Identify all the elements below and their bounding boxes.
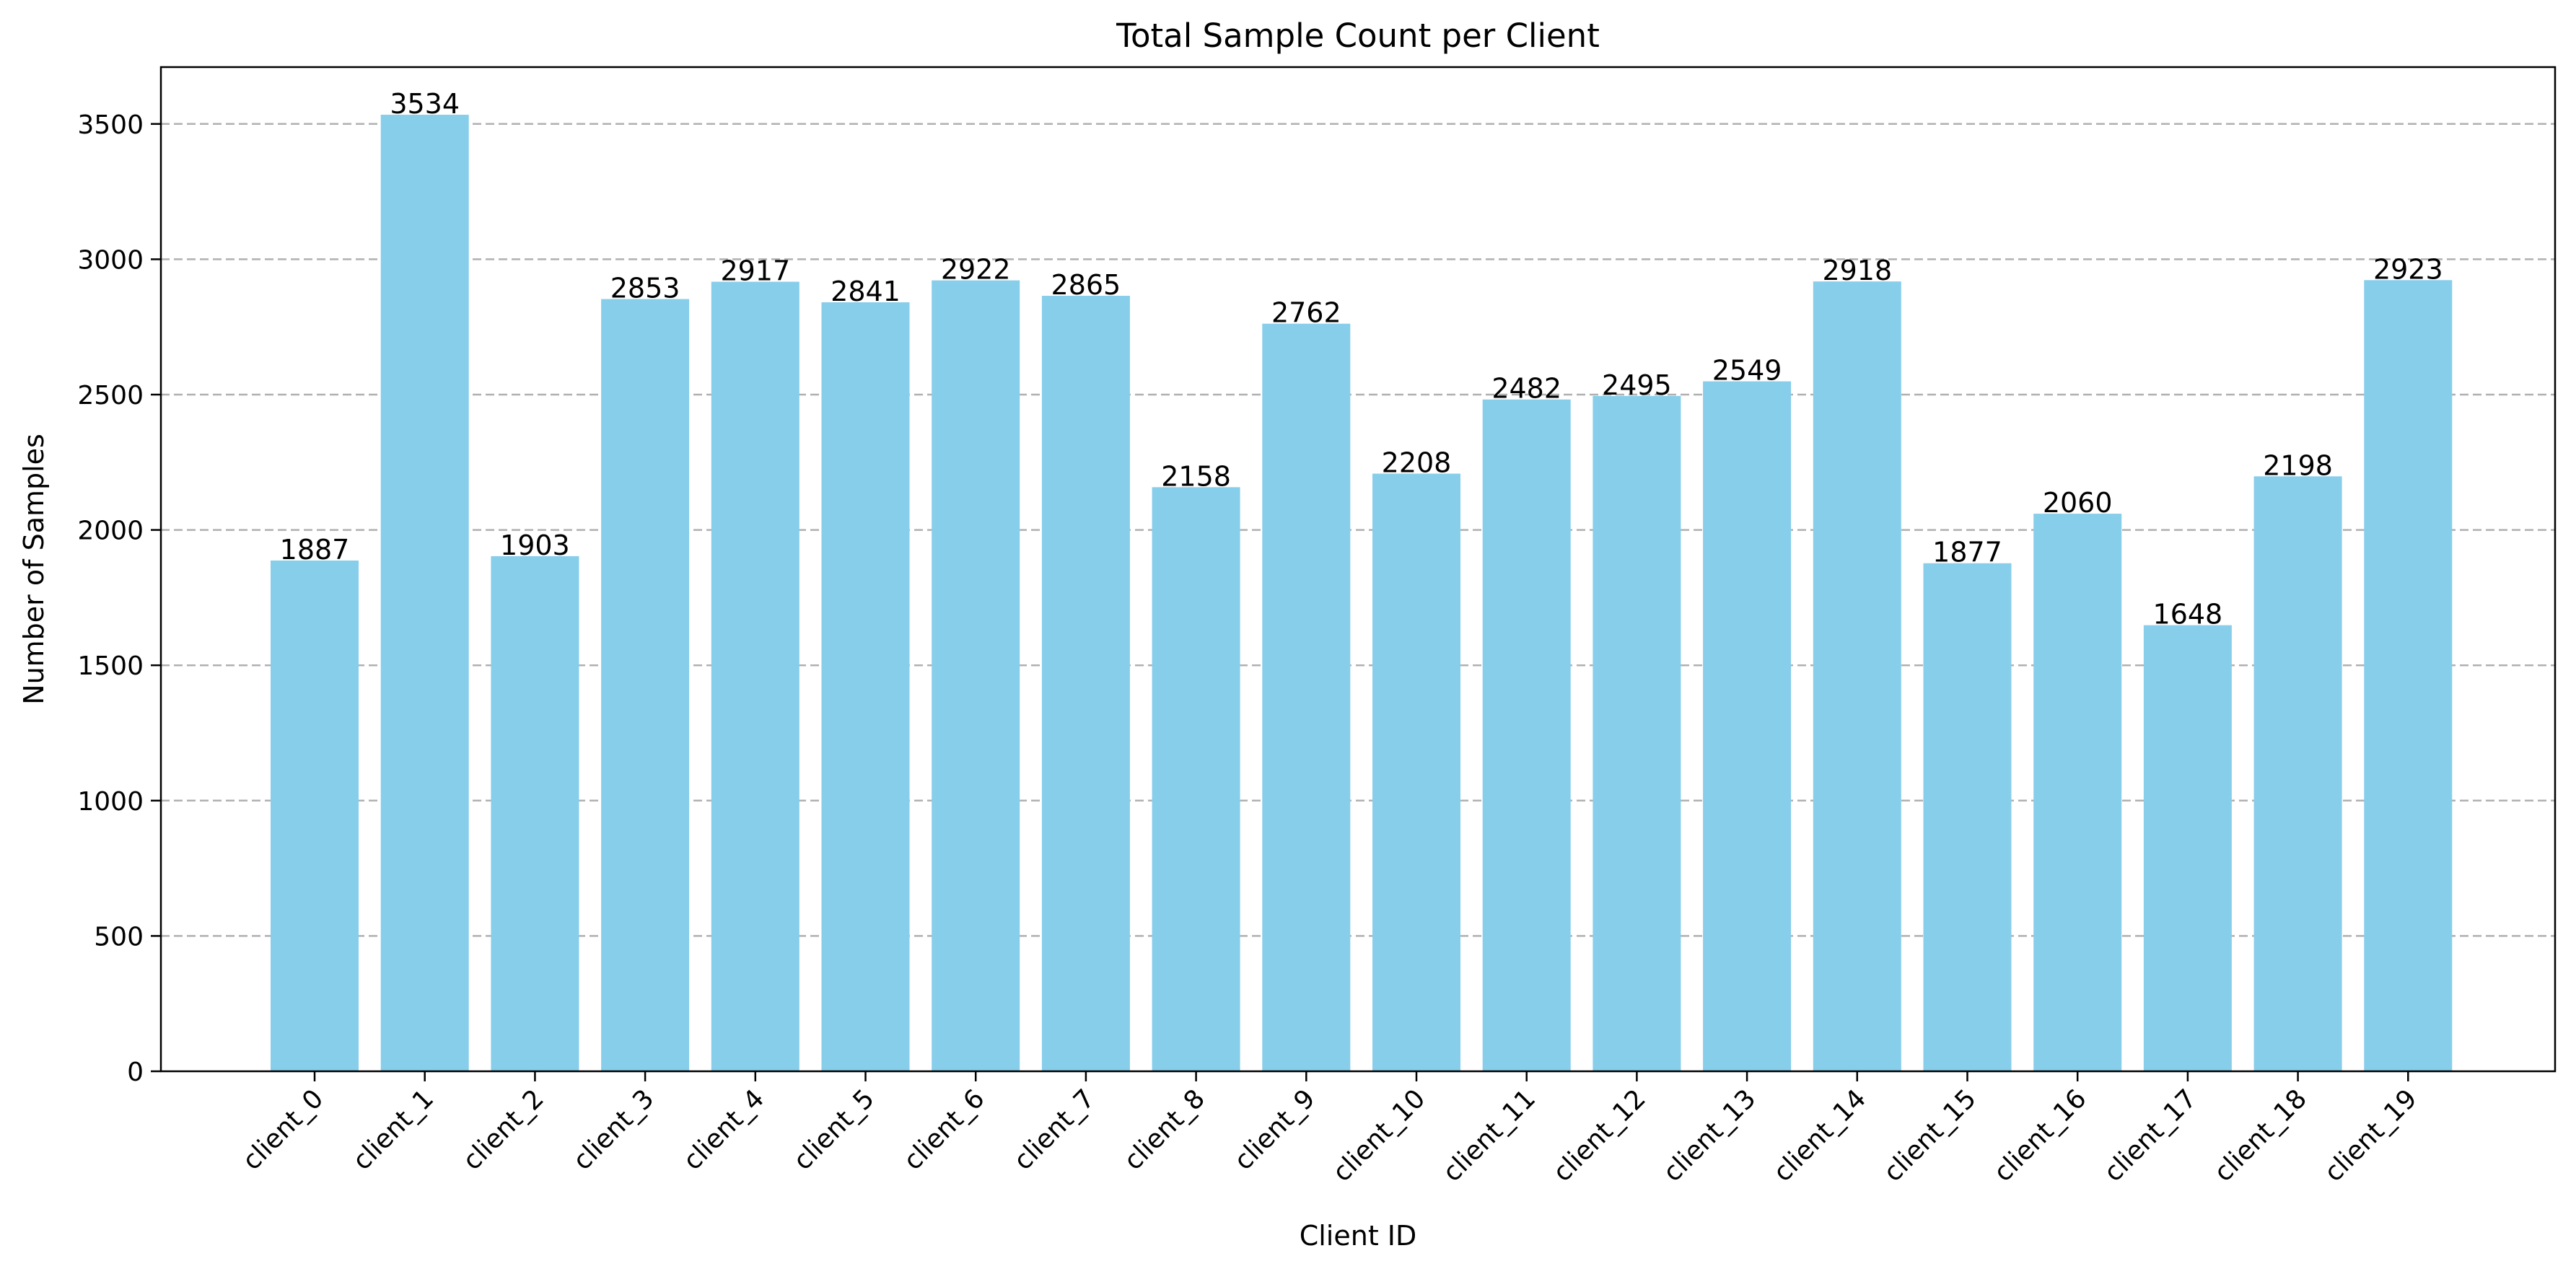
bar (271, 560, 359, 1071)
bar-value-label: 2158 (1161, 460, 1231, 492)
bar (821, 302, 910, 1071)
x-tick-label: client_2 (457, 1084, 550, 1176)
bar (491, 555, 579, 1071)
y-tick-label: 0 (127, 1058, 144, 1087)
bar (601, 299, 690, 1072)
x-tick-label: client_10 (1327, 1084, 1431, 1187)
bar-value-label: 1877 (1932, 537, 2002, 568)
x-tick-label: client_3 (568, 1084, 660, 1176)
bar-value-label: 2482 (1491, 373, 1561, 405)
bar (2033, 514, 2122, 1071)
x-tick-label: client_16 (1989, 1084, 2093, 1187)
bar (2364, 280, 2453, 1072)
bars (271, 115, 2453, 1072)
y-tick-label: 1000 (77, 787, 144, 817)
x-tick-label: client_15 (1878, 1084, 1982, 1187)
bar (1372, 473, 1460, 1071)
x-tick-label: client_13 (1657, 1084, 1761, 1187)
chart-title: Total Sample Count per Client (1116, 17, 1600, 55)
bar-value-label: 1887 (280, 534, 350, 566)
y-tick-label: 500 (94, 922, 144, 952)
bar-value-label: 2762 (1271, 297, 1341, 329)
bar-value-label: 3534 (390, 88, 460, 120)
x-tick-label: client_9 (1229, 1084, 1321, 1176)
y-axis: 0 500 1000 1500 2000 2500 3000 3500 (77, 110, 161, 1087)
x-tick-label: client_8 (1118, 1084, 1211, 1176)
x-axis: client_0 client_1 client_2 client_3 client_4… (237, 1071, 2423, 1187)
bar-value-label: 2917 (720, 255, 790, 287)
x-tick-label: client_12 (1548, 1084, 1652, 1187)
bar-value-label: 2922 (941, 254, 1011, 286)
bar-value-label: 2841 (831, 276, 901, 307)
x-tick-label: client_1 (347, 1084, 439, 1176)
x-tick-label: client_7 (1008, 1084, 1100, 1176)
data-labels: 1887 3534 1903 2853 2917 2841 2922 2865 2158 2762… (280, 88, 2443, 631)
bar-value-label: 2495 (1602, 369, 1672, 401)
bar-value-label: 1648 (2153, 599, 2223, 631)
y-axis-label: Number of Samples (18, 434, 50, 705)
bar (2253, 476, 2342, 1071)
x-tick-label: client_0 (237, 1084, 330, 1176)
bar (1041, 296, 1130, 1072)
bar-value-label: 2198 (2263, 449, 2333, 481)
bar (1482, 399, 1571, 1071)
x-tick-label: client_18 (2209, 1084, 2313, 1187)
y-tick-label: 2000 (77, 517, 144, 546)
x-tick-label: client_17 (2098, 1084, 2202, 1187)
y-tick-label: 3000 (77, 245, 144, 275)
x-tick-label: client_19 (2319, 1084, 2423, 1187)
y-tick-label: 3500 (77, 110, 144, 140)
bar (1262, 323, 1351, 1071)
bar-value-label: 1903 (500, 530, 570, 561)
bar-value-label: 2853 (610, 273, 680, 304)
bar-value-label: 2918 (1822, 255, 1892, 286)
plot-frame (159, 66, 2557, 1073)
y-tick-label: 1500 (77, 651, 144, 681)
bar-value-label: 2060 (2043, 487, 2113, 519)
bar (932, 280, 1020, 1071)
bar (1923, 563, 2012, 1071)
bar (1703, 381, 1792, 1071)
bar (1813, 281, 1901, 1071)
bar-value-label: 2549 (1712, 355, 1782, 387)
bar-value-label: 2865 (1051, 269, 1121, 301)
bar (711, 281, 799, 1072)
x-tick-label: client_4 (678, 1084, 770, 1176)
y-tick-label: 2500 (77, 381, 144, 410)
bar (2143, 625, 2232, 1071)
x-axis-label: Client ID (1300, 1220, 1417, 1252)
x-tick-label: client_6 (898, 1084, 991, 1176)
bar (1152, 487, 1240, 1071)
x-tick-label: client_11 (1437, 1084, 1541, 1187)
bar-value-label: 2923 (2373, 253, 2443, 285)
x-tick-label: client_14 (1768, 1084, 1872, 1187)
bar (380, 115, 469, 1071)
bar-value-label: 2208 (1382, 447, 1452, 479)
x-tick-label: client_5 (788, 1084, 880, 1176)
bar (1593, 395, 1681, 1071)
